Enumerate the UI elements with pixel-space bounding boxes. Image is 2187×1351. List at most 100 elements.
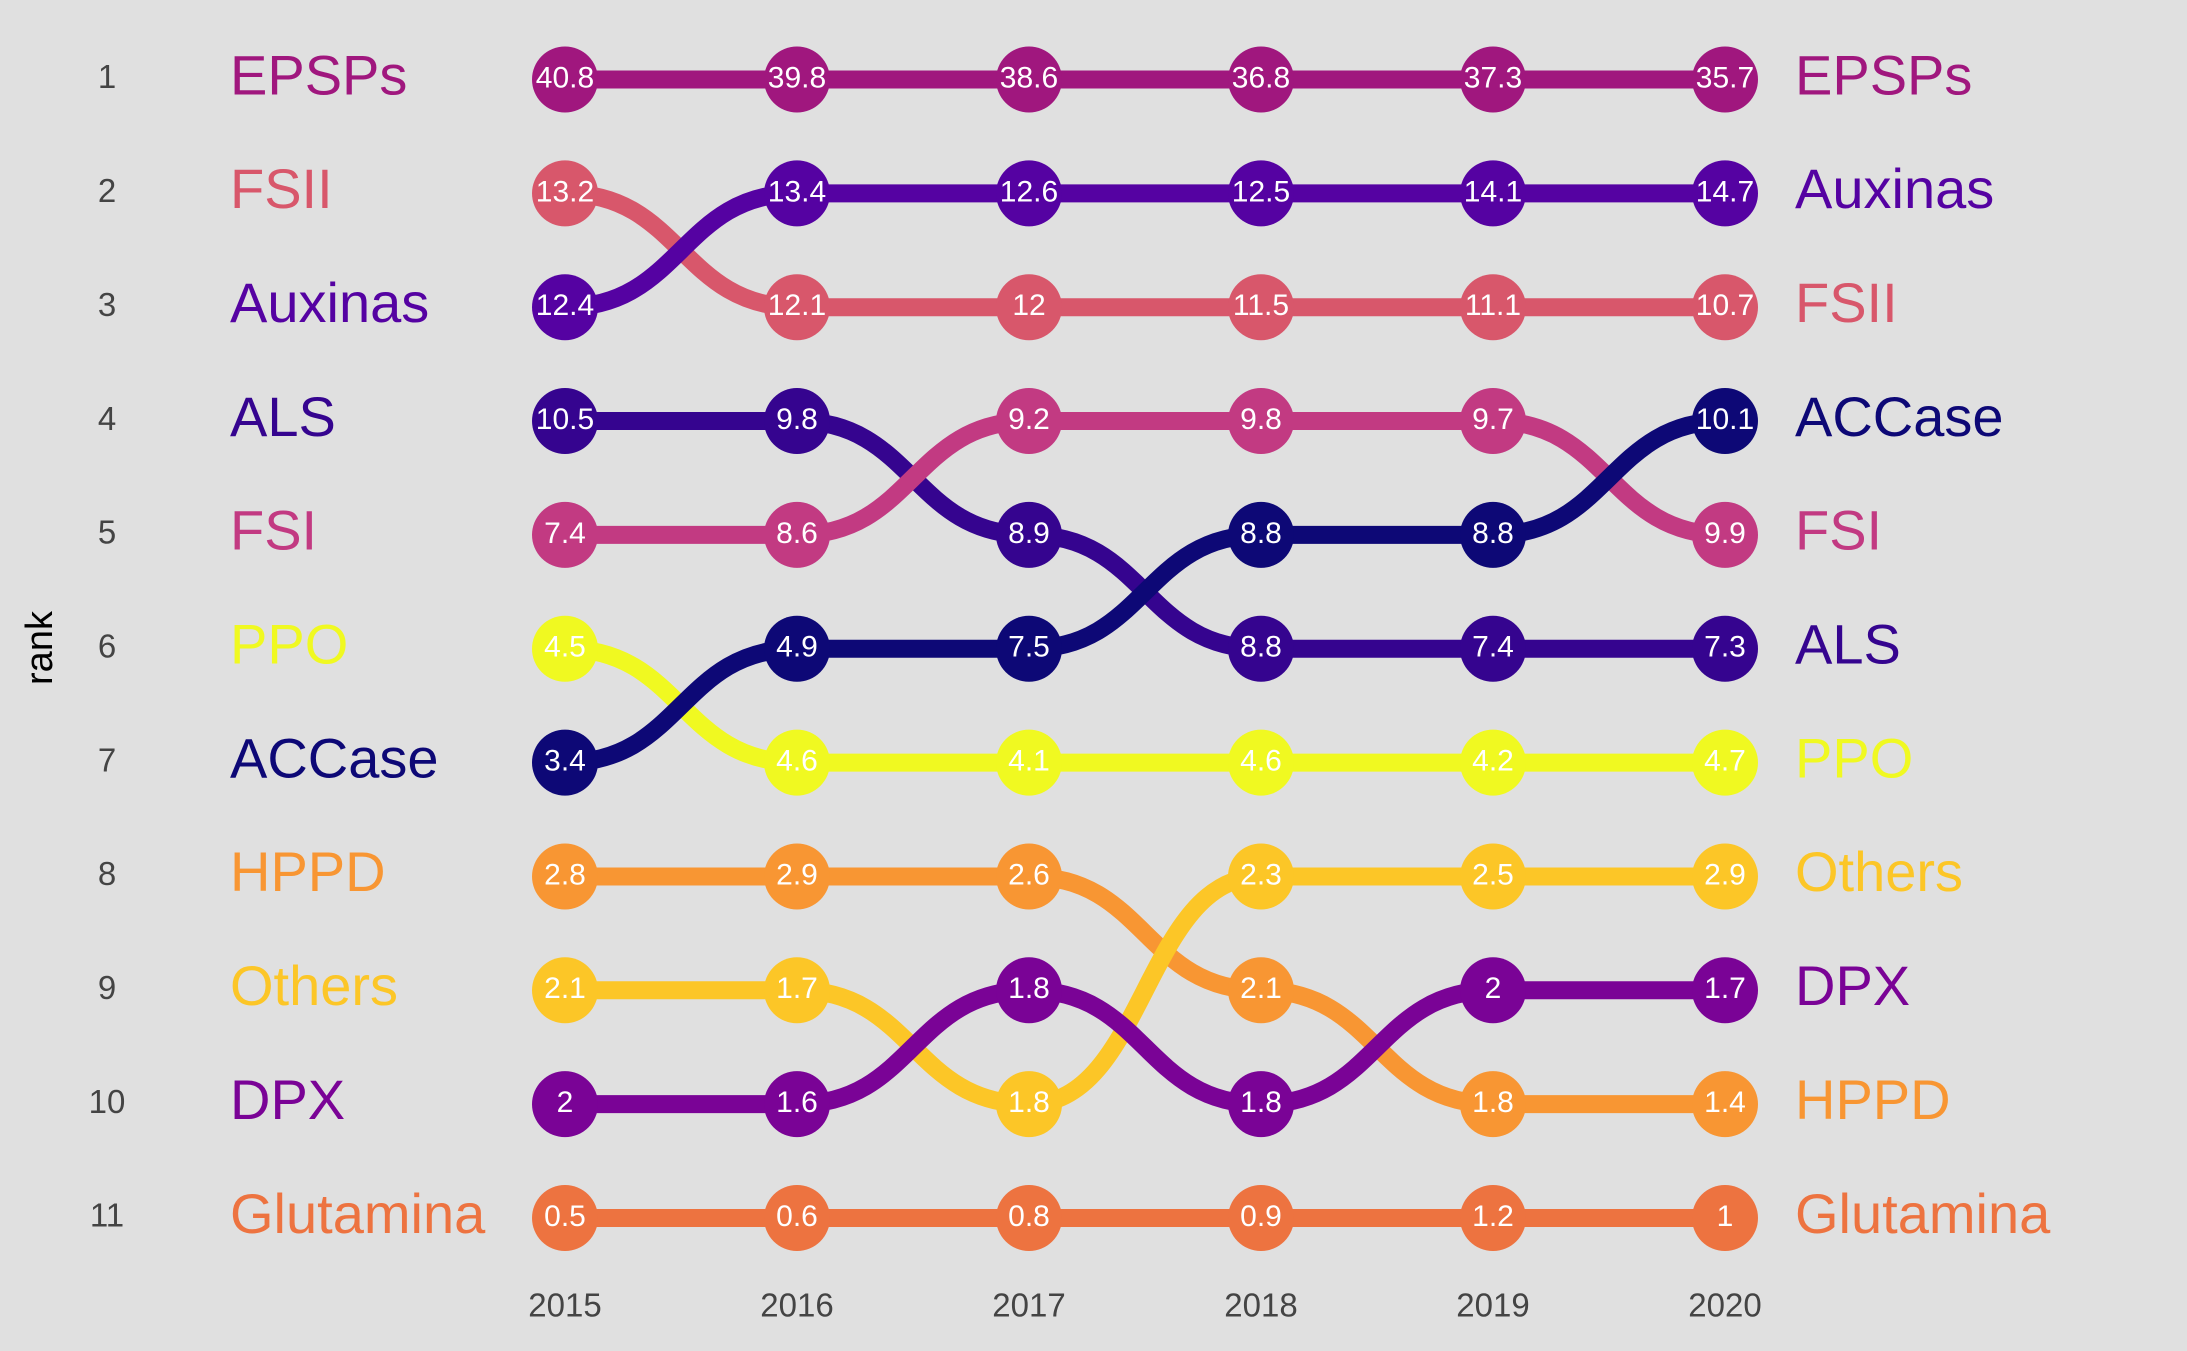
share-label: 13.2 bbox=[536, 175, 594, 208]
share-label: 1.4 bbox=[1704, 1086, 1746, 1119]
rank-point bbox=[1228, 957, 1294, 1024]
rank-point bbox=[996, 46, 1062, 113]
share-label: 2.5 bbox=[1472, 858, 1514, 891]
rank-point bbox=[532, 388, 598, 455]
series-label-right: HPPD bbox=[1795, 1068, 1951, 1131]
series-label-left: EPSPs bbox=[230, 43, 407, 106]
share-label: 10.1 bbox=[1696, 403, 1754, 436]
share-label: 14.1 bbox=[1464, 175, 1522, 208]
rank-point bbox=[532, 274, 598, 341]
rank-point bbox=[764, 843, 830, 910]
rank-point bbox=[1228, 615, 1294, 682]
share-label: 9.2 bbox=[1008, 403, 1050, 436]
rank-point bbox=[1460, 501, 1526, 568]
share-label: 2 bbox=[1485, 972, 1502, 1005]
y-tick-label: 11 bbox=[90, 1197, 124, 1234]
x-tick-label: 2017 bbox=[992, 1287, 1065, 1324]
series-label-right: PPO bbox=[1795, 726, 1913, 789]
rank-point bbox=[532, 160, 598, 227]
share-label: 10.5 bbox=[536, 403, 594, 436]
share-label: 0.8 bbox=[1008, 1200, 1050, 1233]
rank-point bbox=[1692, 1185, 1758, 1251]
bump-line bbox=[564, 412, 1726, 772]
rank-point bbox=[532, 1071, 598, 1138]
series-label-left: Glutamina bbox=[230, 1182, 486, 1245]
rank-point bbox=[532, 1185, 598, 1251]
share-label: 14.7 bbox=[1696, 175, 1754, 208]
rank-point bbox=[764, 957, 830, 1024]
rank-point bbox=[1460, 1185, 1526, 1251]
rank-point bbox=[532, 957, 598, 1024]
y-tick-label: 5 bbox=[98, 514, 116, 551]
rank-point bbox=[996, 501, 1062, 568]
series-label-right: FSI bbox=[1795, 499, 1882, 562]
rank-point bbox=[764, 1071, 830, 1138]
share-label: 1.8 bbox=[1472, 1086, 1514, 1119]
share-label: 4.1 bbox=[1008, 745, 1050, 778]
rank-point bbox=[996, 843, 1062, 910]
rank-point bbox=[996, 1071, 1062, 1138]
share-label: 0.9 bbox=[1240, 1200, 1282, 1233]
share-label: 4.9 bbox=[776, 631, 818, 664]
y-tick-label: 4 bbox=[98, 400, 116, 437]
rank-point bbox=[1228, 388, 1294, 455]
series-label-left: FSI bbox=[230, 499, 317, 562]
share-label: 2.6 bbox=[1008, 858, 1050, 891]
rank-point bbox=[1692, 1071, 1758, 1138]
share-label: 11.1 bbox=[1465, 289, 1521, 322]
share-label: 1.7 bbox=[1704, 972, 1746, 1005]
rank-point bbox=[1692, 46, 1758, 113]
rank-point bbox=[1460, 729, 1526, 796]
y-tick-label: 3 bbox=[98, 286, 116, 323]
share-label: 12.4 bbox=[536, 289, 594, 322]
share-label: 12.5 bbox=[1232, 175, 1290, 208]
rank-point bbox=[1460, 46, 1526, 113]
rank-point bbox=[1460, 615, 1526, 682]
rank-point bbox=[764, 729, 830, 796]
x-tick-label: 2020 bbox=[1688, 1287, 1761, 1324]
share-label: 3.4 bbox=[544, 745, 586, 778]
share-label: 8.8 bbox=[1472, 517, 1514, 550]
share-label: 12.1 bbox=[768, 289, 826, 322]
rank-point bbox=[532, 46, 598, 113]
share-label: 38.6 bbox=[1000, 61, 1058, 94]
rank-point bbox=[1228, 501, 1294, 568]
series-label-left: HPPD bbox=[230, 840, 386, 903]
share-label: 13.4 bbox=[768, 175, 826, 208]
share-label: 1.8 bbox=[1240, 1086, 1282, 1119]
y-tick-label: 1 bbox=[98, 58, 116, 95]
y-tick-label: 10 bbox=[89, 1083, 126, 1120]
share-label: 8.9 bbox=[1008, 517, 1050, 550]
y-tick-label: 6 bbox=[98, 627, 116, 664]
rank-point bbox=[1228, 46, 1294, 113]
share-label: 0.6 bbox=[776, 1200, 818, 1233]
share-label: 4.6 bbox=[776, 745, 818, 778]
share-label: 12 bbox=[1012, 289, 1045, 322]
rank-point bbox=[764, 388, 830, 455]
series-label-right: Auxinas bbox=[1795, 157, 1994, 220]
rank-point bbox=[1460, 274, 1526, 341]
rank-point bbox=[996, 957, 1062, 1024]
rank-point bbox=[996, 274, 1062, 341]
share-label: 37.3 bbox=[1464, 61, 1522, 94]
share-label: 1.7 bbox=[776, 972, 818, 1005]
y-tick-label: 2 bbox=[98, 172, 116, 209]
share-label: 9.7 bbox=[1472, 403, 1514, 436]
y-axis-label: rank bbox=[19, 610, 61, 685]
series-label-left: FSII bbox=[230, 157, 333, 220]
share-label: 2.1 bbox=[1240, 972, 1282, 1005]
x-tick-label: 2016 bbox=[760, 1287, 833, 1324]
rank-point bbox=[1692, 615, 1758, 682]
share-label: 9.8 bbox=[776, 403, 818, 436]
rank-point bbox=[532, 501, 598, 568]
share-label: 2.9 bbox=[776, 858, 818, 891]
rank-point bbox=[1460, 957, 1526, 1024]
y-tick-label: 8 bbox=[98, 855, 116, 892]
rank-point bbox=[1692, 729, 1758, 796]
rank-point bbox=[532, 615, 598, 682]
share-label: 4.5 bbox=[544, 631, 586, 664]
series-label-left: ACCase bbox=[230, 726, 439, 789]
rank-point bbox=[1228, 160, 1294, 227]
share-label: 2.9 bbox=[1704, 858, 1746, 891]
share-label: 4.6 bbox=[1240, 745, 1282, 778]
